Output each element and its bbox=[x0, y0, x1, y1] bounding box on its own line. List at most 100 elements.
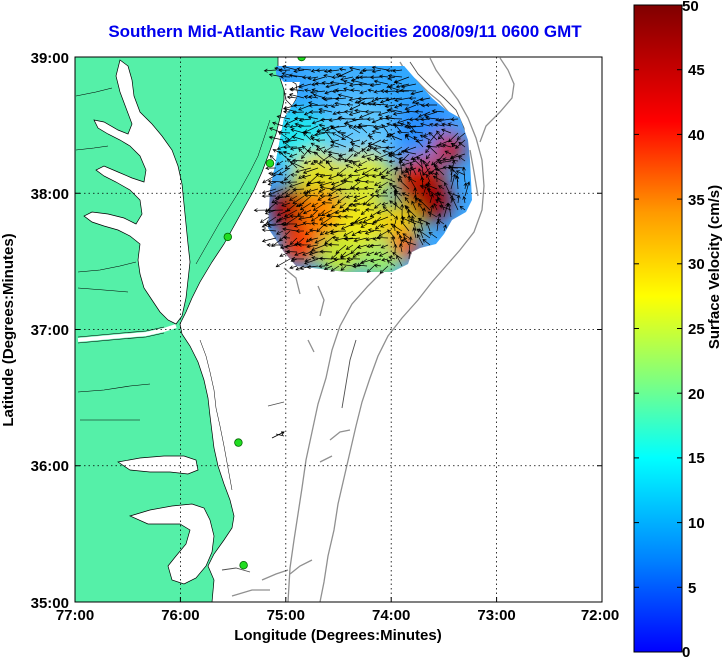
velocity-arrow bbox=[357, 96, 375, 101]
velocity-arrow bbox=[293, 116, 305, 121]
velocity-arrow bbox=[334, 237, 347, 242]
velocity-arrow bbox=[267, 181, 277, 186]
velocity-arrow bbox=[392, 122, 403, 127]
velocity-arrow bbox=[376, 209, 389, 215]
velocity-arrow bbox=[385, 116, 403, 121]
velocity-arrow bbox=[373, 167, 382, 172]
velocity-arrow bbox=[418, 198, 431, 211]
velocity-arrow bbox=[398, 158, 403, 176]
colorbar-tick-label: 30 bbox=[688, 256, 705, 273]
grid-lines bbox=[75, 57, 602, 602]
velocity-arrows bbox=[253, 65, 471, 274]
velocity-arrow bbox=[324, 258, 340, 266]
velocity-arrow bbox=[417, 233, 424, 246]
x-tick-label: 73:00 bbox=[477, 607, 515, 624]
velocity-arrow bbox=[297, 124, 312, 129]
velocity-arrow bbox=[302, 132, 312, 141]
velocity-arrow bbox=[395, 83, 410, 89]
velocity-arrow bbox=[325, 160, 333, 169]
velocity-arrow bbox=[352, 262, 368, 267]
velocity-arrow bbox=[375, 193, 389, 198]
velocity-arrow bbox=[394, 166, 399, 176]
velocity-arrow bbox=[419, 184, 431, 190]
velocity-arrow bbox=[320, 117, 333, 122]
velocity-arrow bbox=[337, 187, 354, 192]
velocity-arrow bbox=[331, 132, 347, 141]
velocity-arrow bbox=[404, 104, 417, 111]
velocity-arrow bbox=[361, 167, 375, 175]
velocity-arrow bbox=[289, 237, 298, 245]
velocity-arrow bbox=[361, 148, 368, 155]
velocity-arrow bbox=[407, 250, 412, 260]
velocity-arrow bbox=[289, 161, 305, 169]
velocity-arrow bbox=[371, 174, 382, 179]
x-tick-label: 76:00 bbox=[161, 607, 199, 624]
velocity-arrow bbox=[325, 83, 340, 89]
velocity-arrow bbox=[302, 221, 312, 226]
velocity-arrow bbox=[431, 109, 445, 114]
colorbar-tick-label: 40 bbox=[688, 127, 705, 144]
velocity-arrow bbox=[304, 230, 312, 236]
velocity-arrow bbox=[285, 249, 298, 254]
velocity-arrow bbox=[387, 73, 403, 78]
velocity-arrow bbox=[366, 117, 375, 122]
velocity-arrow bbox=[285, 118, 298, 125]
velocity-arrow bbox=[374, 181, 382, 186]
velocity-arrow bbox=[450, 143, 459, 148]
velocity-arrow bbox=[284, 160, 298, 170]
velocity-arrow bbox=[312, 202, 326, 211]
velocity-arrow bbox=[374, 125, 389, 131]
axis-ticks bbox=[75, 192, 602, 602]
velocity-arrow bbox=[276, 209, 291, 217]
velocity-arrow bbox=[286, 158, 298, 169]
velocity-arrow bbox=[338, 67, 347, 72]
velocity-arrow bbox=[413, 187, 418, 197]
velocity-arrow bbox=[425, 221, 431, 232]
velocity-arrow bbox=[436, 219, 441, 232]
velocity-arrow bbox=[318, 188, 326, 193]
velocity-arrow bbox=[307, 115, 319, 120]
velocity-arrow bbox=[291, 256, 305, 261]
velocity-arrow bbox=[404, 196, 410, 204]
velocity-arrow bbox=[373, 89, 382, 94]
velocity-arrow bbox=[357, 160, 368, 166]
velocity-arrow bbox=[261, 237, 277, 243]
velocity-arrow bbox=[451, 197, 459, 211]
velocity-arrow bbox=[349, 221, 361, 226]
velocity-arrow bbox=[393, 191, 403, 204]
velocity-arrow bbox=[350, 88, 361, 93]
velocity-arrow bbox=[345, 207, 354, 212]
velocity-arrow bbox=[366, 251, 375, 256]
velocity-arrow bbox=[398, 243, 403, 253]
velocity-arrow bbox=[412, 157, 424, 169]
velocity-arrow bbox=[365, 237, 375, 242]
velocity-arrow bbox=[315, 146, 326, 151]
velocity-arrow bbox=[378, 74, 389, 79]
velocity-arrow bbox=[334, 209, 347, 215]
velocity-arrow bbox=[426, 173, 431, 183]
velocity-arrow bbox=[317, 209, 326, 217]
velocity-arrow bbox=[373, 216, 389, 224]
velocity-arrow bbox=[442, 157, 459, 162]
velocity-arrow bbox=[316, 180, 326, 185]
velocity-arrow bbox=[371, 216, 382, 225]
velocity-arrow bbox=[304, 258, 312, 263]
velocity-arrow bbox=[382, 149, 396, 155]
velocity-arrow bbox=[325, 213, 340, 218]
velocity-arrow bbox=[277, 216, 291, 222]
velocity-arrow bbox=[419, 158, 424, 176]
velocity-arrow bbox=[403, 124, 417, 129]
velocity-arrow bbox=[400, 149, 417, 155]
y-tick-labels: 39:00 38:00 37:00 36:00 35:00 bbox=[31, 50, 69, 612]
coastline-detail bbox=[195, 119, 271, 491]
velocity-arrow bbox=[418, 202, 424, 211]
velocity-arrow bbox=[373, 146, 389, 151]
velocity-arrow bbox=[352, 264, 361, 269]
velocity-arrow bbox=[421, 207, 426, 218]
velocity-arrow bbox=[399, 122, 410, 127]
velocity-arrow bbox=[334, 101, 347, 106]
velocity-arrow bbox=[425, 102, 437, 108]
velocity-arrow bbox=[327, 195, 340, 201]
isolated-arrows bbox=[271, 431, 285, 439]
velocity-arrow bbox=[429, 171, 438, 176]
